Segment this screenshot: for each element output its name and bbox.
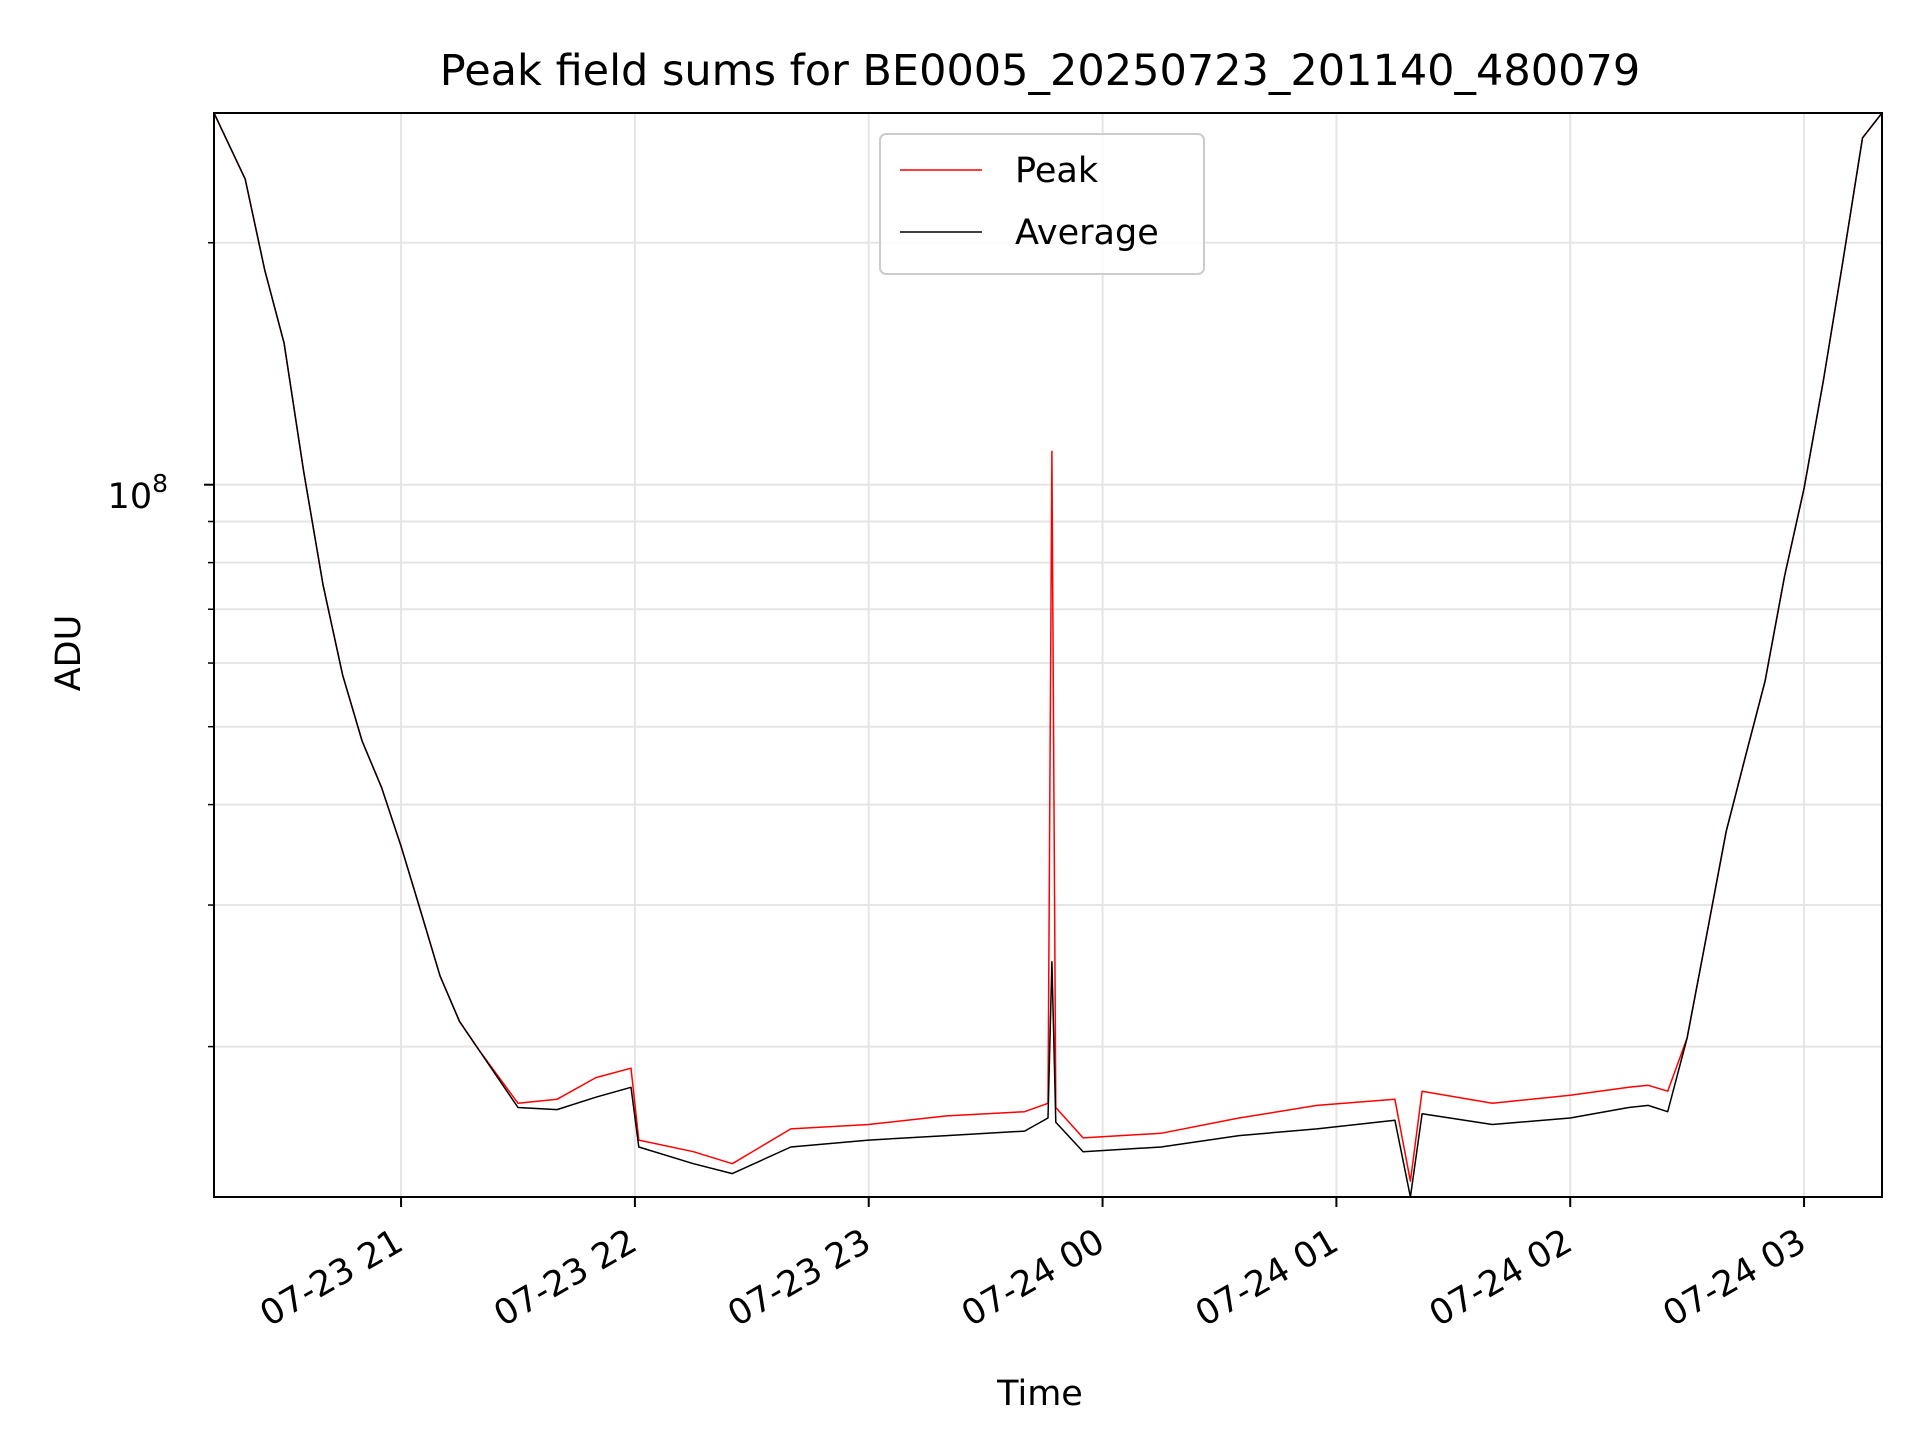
legend-label-average: Average	[1015, 213, 1159, 253]
chart-title: Peak field sums for BE0005_20250723_2011…	[440, 46, 1640, 96]
legend-box	[879, 133, 1205, 275]
y-tick-label: 108	[108, 469, 168, 517]
y-ticks	[204, 241, 214, 1048]
plot-lines	[213, 112, 1883, 1198]
grid	[214, 113, 1882, 1197]
plot-frame	[213, 112, 1883, 1198]
y-axis-label: ADU	[49, 615, 89, 692]
series-line-average	[213, 112, 1883, 1198]
legend: Peak Average	[879, 133, 1205, 275]
x-axis-label: Time	[996, 1374, 1083, 1414]
legend-label-peak: Peak	[1015, 151, 1099, 191]
